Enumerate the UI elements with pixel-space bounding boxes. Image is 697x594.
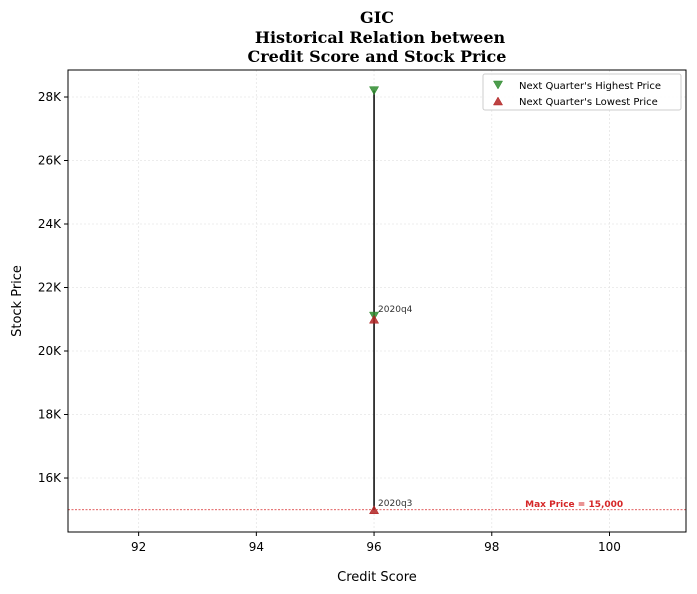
annotations: 2020q4 2020q3 [378,305,413,509]
y-axis-ticks: 16K 18K 20K 22K 24K 26K 28K [38,90,68,485]
legend-label: Next Quarter's Lowest Price [519,97,658,108]
point-annotation: 2020q3 [378,499,412,509]
plot-frame [67,69,687,533]
legend-box [482,73,682,111]
x-tick-label: 96 [366,540,381,554]
y-tick-label: 22K [38,281,62,295]
reference-line-group: Max Price = 15,000 [68,500,686,511]
x-tick-label: 94 [249,540,264,554]
y-tick-label: 16K [38,471,62,485]
point-annotation: 2020q4 [378,305,413,315]
low-price-marker [369,505,380,515]
legend-high-marker [492,80,504,90]
x-axis-ticks: 92 94 96 98 100 [131,532,621,554]
data-markers [369,86,380,515]
y-tick-label: 24K [38,217,62,231]
y-tick-label: 26K [38,153,62,167]
y-tick-label: 18K [38,408,62,422]
x-tick-label: 98 [484,540,499,554]
x-axis-label: Credit Score [337,570,417,585]
grid [68,70,686,532]
x-tick-label: 92 [131,540,146,554]
chart-title-line-2: Historical Relation between [255,28,506,47]
y-tick-label: 20K [38,344,62,358]
legend-label: Next Quarter's Highest Price [519,81,661,92]
low-price-marker [369,314,380,324]
y-axis-label: Stock Price [10,265,25,337]
legend-low-marker [492,96,504,106]
legend: Next Quarter's Highest Price Next Quarter… [482,73,682,111]
x-tick-label: 100 [598,540,621,554]
chart-title-line-3: Credit Score and Stock Price [248,47,507,66]
high-price-marker [369,86,380,96]
reference-line-label: Max Price = 15,000 [525,500,623,510]
chart-title-line-1: GIC [360,8,394,27]
y-tick-label: 28K [38,90,62,104]
